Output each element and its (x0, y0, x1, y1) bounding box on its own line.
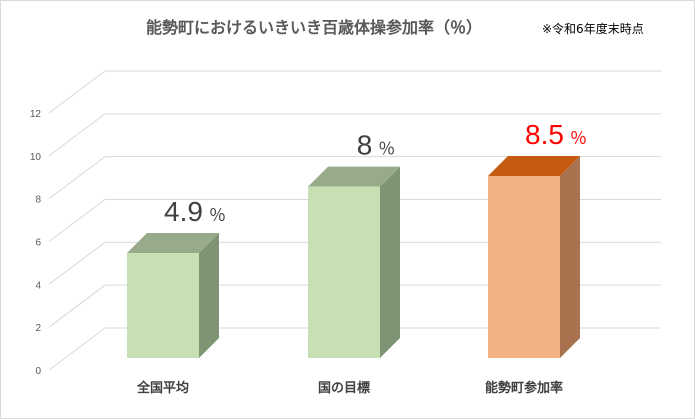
value-labels-layer: 4.9 ％8 ％ 8.5 ％ (164, 119, 587, 227)
y-tick-label: 0 (35, 366, 41, 377)
y-tick-label: 4 (35, 280, 41, 291)
gridline-diagonal (48, 199, 106, 242)
bar-side (380, 166, 400, 358)
y-tick-label: 8 (35, 195, 41, 206)
y-axis-ticks: 0 2 4 6 8 10 12 (30, 109, 42, 377)
value-unit: ％ (209, 206, 226, 225)
bars-layer (127, 155, 580, 358)
chart-note: ※令和6年度末時点 (542, 21, 644, 36)
y-tick-label: 2 (35, 323, 41, 334)
value-label: 8.5 ％ (525, 119, 587, 150)
value-number: 8.5 (525, 119, 564, 150)
bar-top (488, 155, 580, 176)
gridline-diagonal (48, 156, 106, 200)
category-label: 能勢町参加率 (485, 380, 563, 396)
bar (488, 155, 580, 358)
value-unit: ％ (570, 129, 587, 148)
gridline-diagonal (48, 113, 106, 157)
value-number: 4.9 (164, 196, 203, 227)
gridline-diagonal (48, 284, 106, 328)
category-label: 国の目標 (318, 380, 370, 396)
bar-top (308, 166, 400, 187)
gridline-diagonal (48, 70, 106, 114)
value-label: 8 ％ (357, 130, 396, 161)
bar-front (488, 175, 560, 358)
category-labels-layer: 全国平均 国の目標 能勢町参加率 (136, 380, 563, 396)
gridline-diagonal (48, 241, 106, 285)
y-tick-label: 10 (30, 152, 42, 163)
chart-title: 能勢町におけるいきいき百歳体操参加率（％） (146, 18, 482, 37)
y-tick-label: 12 (30, 109, 42, 120)
bar-front (127, 253, 199, 358)
value-number: 8 (357, 130, 373, 161)
bar-side (199, 233, 219, 358)
bar-front (308, 186, 380, 358)
value-unit: ％ (378, 140, 395, 159)
category-label: 全国平均 (136, 380, 189, 396)
gridline-diagonal (48, 327, 106, 371)
bar (308, 166, 400, 358)
y-tick-label: 6 (35, 238, 41, 249)
bar-top (127, 233, 219, 254)
value-label: 4.9 ％ (164, 196, 226, 227)
bar-side (560, 155, 580, 358)
bar (127, 233, 219, 358)
